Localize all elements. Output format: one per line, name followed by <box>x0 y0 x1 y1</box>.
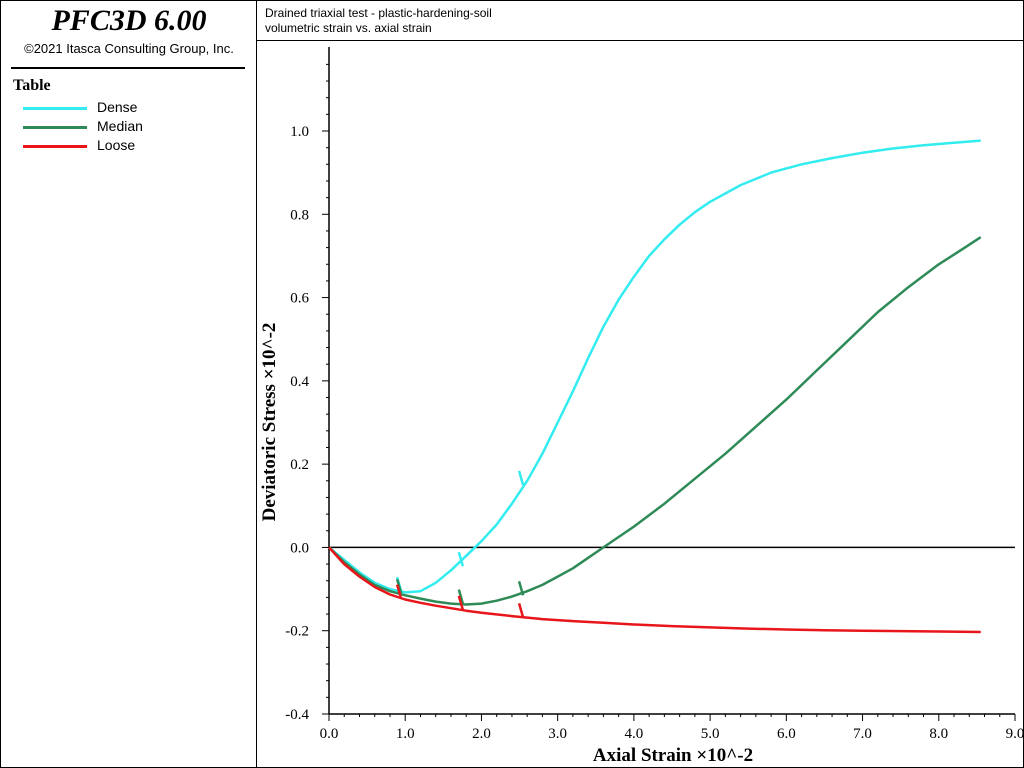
legend-label-median: Median <box>97 118 143 134</box>
legend-swatch-median <box>23 126 87 129</box>
x-tick-label: 9.0 <box>1006 726 1023 742</box>
x-tick-label: 1.0 <box>396 726 415 742</box>
step-marker-median <box>457 589 465 604</box>
x-tick-label: 3.0 <box>548 726 567 742</box>
plot-title-line-2: volumetric strain vs. axial strain <box>265 21 432 35</box>
series-line-median <box>328 236 982 606</box>
x-tick-label: 4.0 <box>625 726 644 742</box>
plot-header: Drained triaxial test - plastic-hardenin… <box>257 1 1023 41</box>
step-marker-dense <box>517 470 525 486</box>
x-tick-label: 8.0 <box>929 726 948 742</box>
y-tick-label: 0.2 <box>290 457 309 473</box>
y-tick-label: 0.6 <box>290 291 309 307</box>
y-tick-label: 0.0 <box>290 540 309 556</box>
copyright-notice: ©2021 Itasca Consulting Group, Inc. <box>24 41 234 56</box>
step-marker-loose <box>517 603 525 618</box>
step-marker-median <box>517 580 525 596</box>
legend-label-loose: Loose <box>97 137 136 153</box>
x-tick-label: 2.0 <box>472 726 491 742</box>
y-tick-label: -0.2 <box>285 624 309 640</box>
x-tick-label: 0.0 <box>320 726 339 742</box>
step-marker-dense <box>457 551 465 567</box>
legend-title: Table <box>13 77 51 94</box>
legend-divider <box>11 67 245 69</box>
legend-swatch-dense <box>23 107 87 110</box>
axes: -0.4 -0.2 0.0 0.2 0.4 0.6 0.8 1.0 0.0 1.0 2.0 3.0 4.… <box>285 47 1023 742</box>
y-tick-label: 1.0 <box>290 124 309 140</box>
y-tick-label: 0.4 <box>290 374 309 390</box>
y-axis-title: Deviatoric Stress ×10^-2 <box>259 323 280 522</box>
app-title: PFC3D 6.00 <box>51 4 207 37</box>
step-marker-loose <box>395 584 403 599</box>
plot-title-line-1: Drained triaxial test - plastic-hardenin… <box>265 6 492 20</box>
step-marker-median <box>395 578 403 594</box>
x-axis-title: Axial Strain ×10^-2 <box>593 745 753 766</box>
x-tick-label: 5.0 <box>701 726 720 742</box>
series-markers <box>395 470 525 618</box>
series-lines <box>328 139 982 634</box>
series-line-loose <box>328 546 981 634</box>
legend-panel: PFC3D 6.00 ©2021 Itasca Consulting Group… <box>1 1 257 767</box>
y-tick-label: -0.4 <box>285 707 309 723</box>
legend-swatch-loose <box>23 145 87 148</box>
x-tick-label: 6.0 <box>777 726 796 742</box>
legend-label-dense: Dense <box>97 99 138 115</box>
step-marker-loose <box>457 595 465 611</box>
series-line-dense <box>328 139 981 594</box>
y-tick-label: 0.8 <box>290 207 309 223</box>
x-tick-label: 7.0 <box>853 726 872 742</box>
chart-area: -0.4 -0.2 0.0 0.2 0.4 0.6 0.8 1.0 0.0 1.0 2.0 3.0 4.… <box>259 47 1023 766</box>
